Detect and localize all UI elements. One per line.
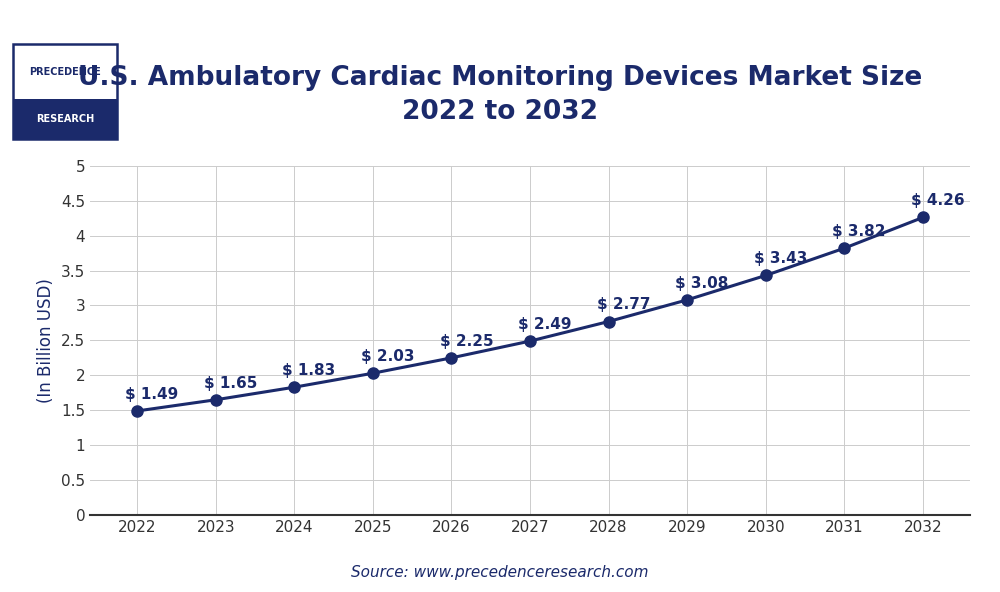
Text: $ 1.49: $ 1.49 [125,387,179,402]
Text: $ 2.49: $ 2.49 [518,317,572,332]
Text: RESEARCH: RESEARCH [36,114,94,124]
Text: $ 4.26: $ 4.26 [911,194,965,208]
FancyBboxPatch shape [13,99,117,139]
Text: $ 2.25: $ 2.25 [440,334,493,349]
FancyBboxPatch shape [13,44,117,139]
Text: $ 2.77: $ 2.77 [597,297,650,313]
Text: $ 2.03: $ 2.03 [361,349,415,364]
Text: $ 3.08: $ 3.08 [675,276,729,291]
Text: U.S. Ambulatory Cardiac Monitoring Devices Market Size
2022 to 2032: U.S. Ambulatory Cardiac Monitoring Devic… [78,65,922,125]
Text: $ 1.83: $ 1.83 [283,363,336,378]
Text: PRECEDENCE: PRECEDENCE [29,67,101,76]
Text: $ 3.82: $ 3.82 [832,224,886,239]
Y-axis label: (In Billion USD): (In Billion USD) [37,278,55,403]
Text: Source: www.precedenceresearch.com: Source: www.precedenceresearch.com [351,565,649,580]
Text: $ 3.43: $ 3.43 [754,252,807,266]
Text: $ 1.65: $ 1.65 [204,376,257,391]
